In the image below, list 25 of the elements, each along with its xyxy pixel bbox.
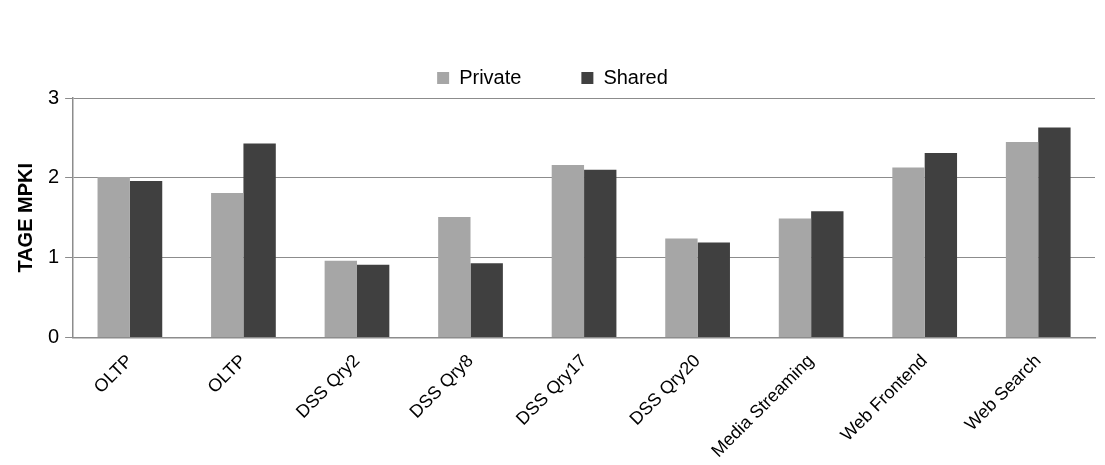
bar [324,260,357,338]
y-tick-label: 1 [48,245,60,268]
bar [697,242,730,338]
y-tick-label: 2 [48,165,60,188]
bar [243,143,276,338]
bar [551,165,585,338]
bar [778,218,812,338]
y-tick-label: 3 [48,85,60,108]
legend-label: Shared [603,65,668,88]
bar [438,216,471,338]
bar [584,169,617,338]
legend-label: Private [459,65,522,88]
bar [470,263,503,338]
bar [665,238,698,338]
bar [924,153,958,338]
bar [97,177,130,338]
y-axis-title: TAGE MPKI [13,162,36,273]
bar [129,181,163,338]
bar [892,167,925,338]
bar [211,193,244,338]
y-tick-label: 0 [48,325,60,348]
bar [811,211,844,338]
bar [356,264,390,338]
bar [1005,141,1039,338]
bar [1038,127,1071,338]
